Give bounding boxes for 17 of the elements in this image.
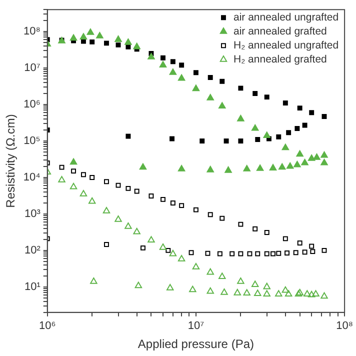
y-tick-label: 10¹ xyxy=(24,280,41,293)
y-tick-label: 10² xyxy=(24,244,41,256)
y-tick-label: 10⁸ xyxy=(23,26,40,38)
legend-label: air annealed ungrafted xyxy=(233,11,339,24)
legend-label: H₂ annealed ungrafted xyxy=(233,39,339,52)
x-tick-label: 10⁷ xyxy=(188,320,204,332)
y-tick-label: 10⁵ xyxy=(24,135,40,148)
legend-label: air annealed grafted xyxy=(233,25,328,38)
x-tick-label: 10⁸ xyxy=(336,320,354,332)
x-axis-title: Applied pressure (Pa) xyxy=(138,337,254,352)
y-tick-label: 10⁴ xyxy=(23,172,41,184)
x-tick-label: 10⁶ xyxy=(38,320,56,332)
y-tick-label: 10⁶ xyxy=(24,98,40,111)
y-tick-label: 10⁷ xyxy=(24,62,40,74)
y-axis-title: Resistivity (Ω.cm) xyxy=(4,114,18,208)
legend-label: H₂ annealed grafted xyxy=(233,53,328,66)
y-tick-label: 10³ xyxy=(24,208,41,220)
